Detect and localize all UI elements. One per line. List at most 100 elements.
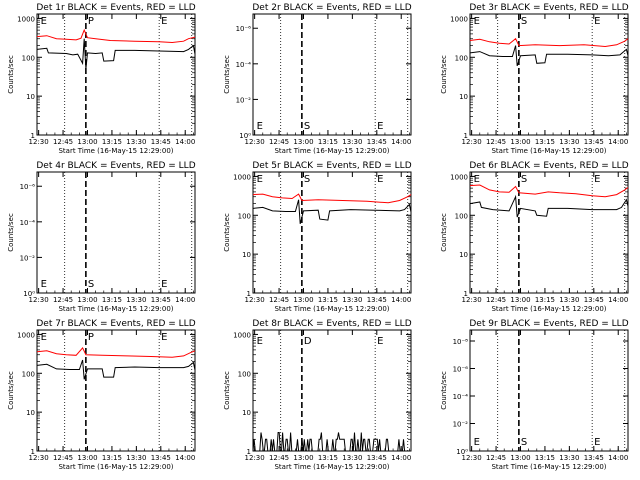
plot-frame (469, 329, 629, 452)
x-tick-label: 12:30 (245, 296, 265, 304)
plot-frame (252, 13, 412, 136)
y-tick-label: 100 (455, 212, 468, 220)
y-axis-label: Counts/sec (223, 55, 231, 94)
event-marker-label: E (377, 121, 383, 132)
event-marker-label: D (304, 336, 312, 347)
event-marker-label: E (161, 279, 167, 290)
x-tick-label: 12:30 (462, 454, 482, 462)
x-tick-label: 12:30 (29, 138, 49, 146)
x-tick-label: 13:30 (559, 296, 579, 304)
plot-frame (469, 171, 629, 294)
event-marker-label: S (304, 174, 310, 185)
x-tick-label: 12:45 (486, 454, 506, 462)
x-tick-label: 14:00 (608, 138, 628, 146)
x-tick-label: 14:00 (175, 138, 195, 146)
event-marker-label: S (88, 279, 94, 290)
x-tick-label: 12:45 (486, 138, 506, 146)
events-series-line (469, 45, 629, 67)
plot-frame (469, 13, 629, 136)
plot-frame (252, 329, 412, 452)
lld-series-line (469, 184, 629, 198)
x-tick-label: 12:30 (245, 138, 265, 146)
x-tick-label: 12:30 (462, 296, 482, 304)
event-marker-label: E (257, 174, 263, 185)
y-tick-label: 10⁻² (236, 96, 252, 104)
x-tick-label: 13:45 (367, 138, 387, 146)
events-series-line (36, 38, 196, 70)
event-marker-label: E (377, 174, 383, 185)
x-tick-label: 14:00 (175, 296, 195, 304)
event-marker-label: E (41, 279, 47, 290)
x-tick-label: 14:00 (608, 454, 628, 462)
panel-4: Det 4r BLACK = Events, RED = LLD 10⁰ 10⁻² 1… (7, 161, 196, 313)
y-tick-label: 1 (31, 132, 35, 140)
x-tick-label: 13:30 (126, 138, 146, 146)
event-marker-label: E (161, 16, 167, 27)
event-marker-label: E (257, 336, 263, 347)
x-tick-label: 13:45 (584, 454, 604, 462)
x-tick-label: 14:00 (391, 296, 411, 304)
x-tick-label: 13:45 (584, 138, 604, 146)
panel-title: Det 6r BLACK = Events, RED = LLD (469, 161, 628, 171)
y-tick-label: 1000 (233, 331, 251, 339)
plot-frame (252, 171, 412, 294)
y-tick-label: 100 (238, 212, 251, 220)
x-tick-label: 12:30 (462, 138, 482, 146)
x-tick-label: 13:00 (77, 296, 97, 304)
panel-title: Det 2r BLACK = Events, RED = LLD (252, 3, 411, 13)
panel-title: Det 7r BLACK = Events, RED = LLD (36, 319, 195, 329)
y-tick-label: 10⁻² (453, 421, 469, 429)
y-tick-label: 10 (26, 93, 35, 101)
x-tick-label: 12:45 (53, 296, 73, 304)
y-tick-label: 10⁰ (456, 448, 468, 456)
x-tick-label: 13:00 (293, 296, 313, 304)
y-tick-label: 10⁰ (23, 290, 35, 298)
y-tick-label: 10⁻⁴ (453, 393, 469, 401)
y-tick-label: 10⁰ (239, 132, 251, 140)
y-tick-label: 100 (22, 370, 35, 378)
panel-title: Det 9r BLACK = Events, RED = LLD (469, 319, 628, 329)
y-axis-label: Counts/sec (440, 371, 448, 410)
panel-title: Det 5r BLACK = Events, RED = LLD (252, 161, 411, 171)
x-tick-label: 13:00 (77, 138, 97, 146)
x-tick-label: 13:45 (584, 296, 604, 304)
panel-2: Det 2r BLACK = Events, RED = LLD 10⁰ 10⁻² 1… (223, 3, 412, 155)
x-tick-label: 12:45 (486, 296, 506, 304)
y-tick-label: 100 (22, 54, 35, 62)
y-axis-label: Counts/sec (223, 371, 231, 410)
y-tick-label: 10⁻² (20, 254, 36, 262)
event-marker-label: E (474, 437, 480, 448)
y-tick-label: 10⁻⁴ (236, 61, 252, 69)
x-tick-label: 12:45 (53, 454, 73, 462)
y-tick-label: 10 (26, 409, 35, 417)
panel-8: Det 8r BLACK = Events, RED = LLD 1 10 100 10… (223, 319, 412, 471)
x-tick-label: 13:15 (318, 138, 338, 146)
x-tick-label: 14:00 (391, 138, 411, 146)
x-tick-label: 13:45 (151, 454, 171, 462)
panel-title: Det 4r BLACK = Events, RED = LLD (36, 161, 195, 171)
y-tick-label: 1000 (450, 15, 468, 23)
x-tick-label: 12:45 (269, 296, 289, 304)
x-tick-label: 13:30 (342, 454, 362, 462)
y-tick-label: 1000 (233, 173, 251, 181)
x-tick-label: 13:30 (559, 454, 579, 462)
event-marker-label: E (594, 437, 600, 448)
x-axis-label: Start Time (16-May-15 12:29:00) (274, 305, 389, 313)
panel-title: Det 8r BLACK = Events, RED = LLD (252, 319, 411, 329)
panel-9: Det 9r BLACK = Events, RED = LLD 10⁰ 10⁻² 1… (440, 319, 629, 471)
x-tick-label: 13:15 (318, 296, 338, 304)
x-tick-label: 13:15 (535, 454, 555, 462)
event-marker-label: E (377, 336, 383, 347)
x-tick-label: 14:00 (175, 454, 195, 462)
y-tick-label: 1 (31, 448, 35, 456)
y-tick-label: 1000 (17, 331, 35, 339)
x-tick-label: 13:00 (293, 454, 313, 462)
event-marker-label: E (594, 16, 600, 27)
lld-series-line (252, 193, 412, 204)
x-axis-label: Start Time (16-May-15 12:29:00) (491, 305, 606, 313)
y-axis-label: Counts/sec (440, 213, 448, 252)
x-tick-label: 13:00 (510, 454, 530, 462)
x-tick-label: 13:30 (559, 138, 579, 146)
event-marker-label: S (521, 16, 527, 27)
x-tick-label: 13:45 (367, 296, 387, 304)
